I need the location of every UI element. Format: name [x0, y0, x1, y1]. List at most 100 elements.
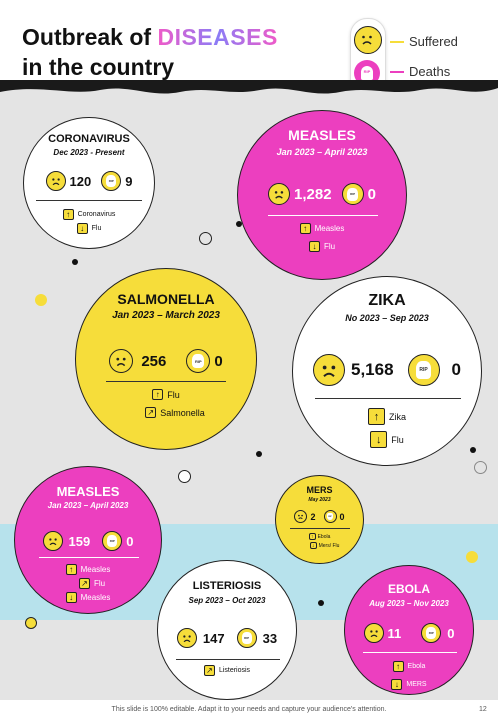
sad-face-icon: [294, 510, 308, 523]
stat-row: 1,282 RIP 0: [238, 183, 406, 205]
deaths-value: 0: [214, 352, 223, 370]
stat-row: 147 RIP 33: [158, 628, 296, 648]
arrow-up-icon: ↑: [308, 533, 316, 540]
tombstone-icon: RIP: [341, 183, 364, 205]
sad-face-icon: [42, 531, 63, 551]
arrow-up-icon: ↑: [152, 389, 164, 400]
stat-row: 120 RIP 9: [24, 171, 154, 191]
footer: [0, 700, 498, 720]
sad-face-icon: [268, 183, 291, 205]
card-title: EBOLA: [388, 582, 430, 596]
suffered-value: 5,168: [350, 360, 394, 379]
divider: [315, 398, 461, 399]
arrow-up-icon: ↑: [299, 223, 311, 234]
divider: [176, 659, 280, 660]
tombstone-icon: RIP: [236, 628, 257, 648]
trend-down: ↓ Measles: [15, 592, 161, 603]
sad-face-icon: [45, 171, 66, 191]
trend-up: ↑ Ebola: [345, 661, 473, 672]
divider: [290, 528, 350, 529]
arrow-up-icon: ↑: [65, 564, 77, 575]
divider: [36, 200, 142, 201]
card-salmonella: SALMONELLA Jan 2023 – March 2023 256 RIP…: [75, 268, 257, 450]
card-title: LISTERIOSIS: [192, 580, 262, 592]
suffered-value: 11: [387, 625, 402, 641]
decor-ring: [474, 461, 487, 474]
tombstone-icon: RIP: [323, 510, 337, 523]
decor-ring: [178, 470, 191, 483]
arrow-down-icon: ↓: [65, 592, 77, 603]
header-wave: [0, 80, 498, 94]
trend-up: ↑ Zika: [293, 408, 481, 425]
legend-deaths: Deaths: [409, 64, 451, 79]
trend-down: ↓ Mers/ Flu: [276, 542, 363, 549]
deaths-value: 9: [125, 173, 133, 189]
stat-row: 5,168 RIP 0: [293, 354, 481, 386]
title-prefix: Outbreak of: [22, 24, 158, 50]
deaths-value: 33: [262, 630, 278, 646]
stat-row: 256 RIP 0: [76, 349, 256, 373]
sad-face-icon: [312, 354, 345, 386]
tombstone-icon: RIP: [102, 531, 123, 551]
card-title: SALMONELLA: [117, 291, 215, 307]
arrow-diagonal-icon: ↗: [203, 665, 215, 676]
legend-rip: RIP: [361, 66, 373, 80]
sad-face-icon: [109, 349, 134, 373]
trend-up: ↑ Ebola: [276, 533, 363, 540]
decor-dot: [72, 259, 78, 265]
deaths-value: 0: [451, 360, 461, 379]
trend-side: ↗ Flu: [15, 578, 161, 589]
suffered-value: 120: [69, 173, 92, 189]
card-period: Jan 2023 – March 2023: [112, 310, 220, 321]
trend-down: ↓ Flu: [238, 241, 406, 252]
suffered-value: 256: [141, 352, 167, 370]
footer-note: This slide is 100% editable. Adapt it to…: [111, 706, 387, 713]
decor-dot: [236, 221, 242, 227]
arrow-down-icon: ↓: [308, 241, 320, 252]
trend-down: ↓ Flu: [24, 223, 154, 234]
stat-row: 159 RIP 0: [15, 531, 161, 551]
card-period: Jan 2023 – April 2023: [47, 501, 129, 510]
title-accent: DISEASES: [157, 24, 278, 50]
title-line2: in the country: [22, 54, 175, 80]
legend-suffered: Suffered: [409, 34, 458, 49]
divider: [106, 381, 226, 382]
sad-face-icon: [176, 628, 197, 648]
divider: [39, 557, 139, 558]
suffered-value: 159: [68, 533, 91, 549]
card-period: Aug 2023 – Nov 2023: [369, 599, 449, 608]
decor-ring: [199, 232, 212, 245]
arrow-up-icon: ↑: [367, 408, 385, 425]
decor-dot: [466, 551, 478, 563]
decor-dot: [470, 447, 476, 453]
card-measles: MEASLES Jan 2023 – April 2023 1,282 RIP …: [237, 110, 407, 280]
trend-down: ↓ MERS: [345, 679, 473, 690]
decor-dot: [35, 294, 47, 306]
trend-up: ↑ Coronavirus: [24, 209, 154, 220]
deaths-value: 0: [126, 533, 134, 549]
card-ebola: EBOLA Aug 2023 – Nov 2023 11 RIP 0 ↑ Ebol…: [344, 565, 474, 695]
card-period: Dec 2023 - Present: [53, 148, 125, 157]
decor-dot: [318, 600, 324, 606]
card-listeriosis: LISTERIOSIS Sep 2023 – Oct 2023 147 RIP …: [157, 560, 297, 700]
stat-row: 2 RIP 0: [276, 510, 363, 523]
deaths-value: 0: [447, 625, 455, 641]
trend-up: ↑ Flu: [76, 389, 256, 400]
trend-side: ↗ Salmonella: [76, 407, 256, 418]
arrow-down-icon: ↓: [391, 679, 403, 690]
card-title: MEASLES: [288, 127, 356, 143]
card-period: Sep 2023 – Oct 2023: [188, 596, 266, 605]
suffered-value: 1,282: [294, 185, 332, 203]
stat-row: 11 RIP 0: [345, 623, 473, 643]
trend-up: ↑ Measles: [238, 223, 406, 234]
tombstone-icon: RIP: [186, 349, 211, 373]
page-number: 12: [479, 706, 487, 713]
card-title: ZIKA: [368, 292, 406, 309]
card-mers: MERS May 2023 2 RIP 0 ↑ Ebola ↓ Mers/ Flu: [275, 475, 364, 564]
tombstone-icon: RIP: [421, 623, 442, 643]
page-title: Outbreak of DISEASES in the country: [22, 22, 278, 82]
arrow-diagonal-icon: ↗: [78, 578, 90, 589]
sad-face-icon: [354, 26, 382, 54]
divider: [363, 652, 457, 653]
card-zika: ZIKA No 2023 – Sep 2023 5,168 RIP 0 ↑ Zik…: [292, 276, 482, 466]
